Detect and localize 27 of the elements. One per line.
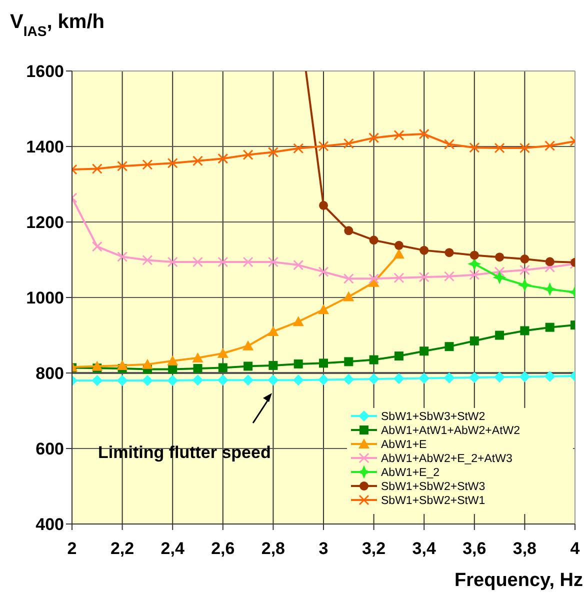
legend-label: AbW1+E [381,439,428,451]
y-tick-label: 1000 [26,288,64,308]
x-tick-label: 4 [570,539,580,558]
y-tick-label: 400 [36,515,64,534]
x-tick-label: 2,6 [211,539,235,558]
y-tick-label: 1400 [26,138,64,156]
y-tick-label: 1600 [26,62,64,81]
x-tick-label: 2,2 [110,539,134,558]
x-tick-label: 3,8 [512,539,537,558]
y-tick-label: 1200 [26,213,64,232]
x-tick-label: 3,4 [412,539,436,558]
legend-label: AbW1+E_2 [381,467,440,479]
x-tick-label: 3,6 [462,539,486,558]
x-tick-label: 2 [67,539,77,558]
legend-label: SbW1+SbW2+StW1 [381,495,486,507]
legend-label: SbW1+SbW2+StW3 [381,481,486,493]
y-axis-title: V$_{IAS}$, km/h [10,11,104,39]
x-tick-label: 3 [318,539,328,558]
x-axis-title: Frequency, Hz [454,570,583,591]
y-tick-label: 600 [36,440,64,458]
x-tick-label: 2,8 [261,539,286,558]
y-tick-label: 800 [36,364,64,383]
x-tick-label: 3,2 [362,539,386,558]
legend-label: AbW1+AbW2+E_2+AtW3 [381,453,512,465]
legend-label: SbW1+SbW3+StW2 [381,411,486,423]
x-tick-label: 2,4 [160,539,185,558]
legend-label: AbW1+AtW1+AbW2+AtW2 [381,425,520,437]
